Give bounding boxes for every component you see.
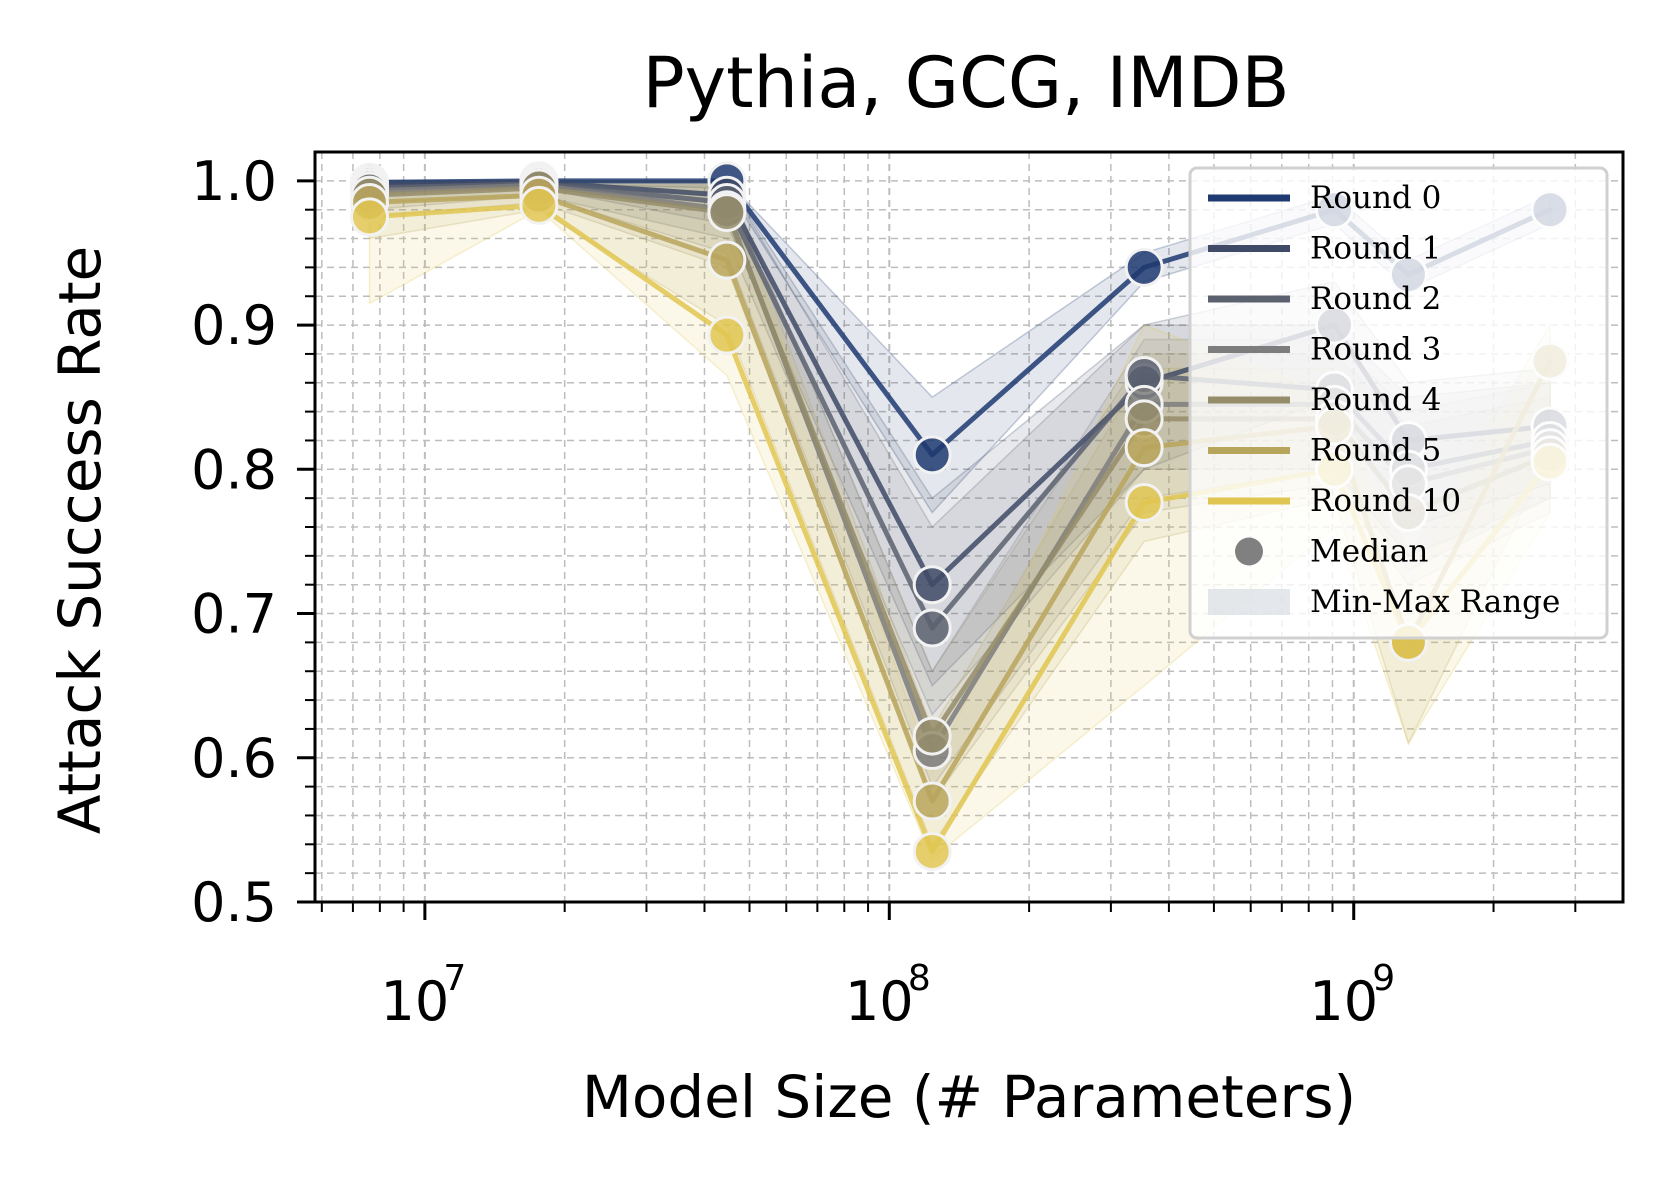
median-point-round-4 — [707, 193, 747, 233]
x-tick-base: 10 — [845, 970, 914, 1033]
median-point-round-2 — [912, 608, 952, 648]
y-tick-label: 0.8 — [191, 438, 277, 501]
y-tick-label: 0.5 — [191, 871, 277, 934]
median-point-round-5 — [707, 240, 747, 280]
median-point-round-6 — [350, 197, 390, 237]
y-tick-label: 1.0 — [191, 150, 277, 213]
median-point-round-0 — [1124, 247, 1164, 287]
x-axis: 107 108 109 — [320, 902, 1577, 1033]
median-point-round-4 — [912, 716, 952, 756]
legend-label: Round 3 — [1310, 332, 1441, 368]
legend: Round 0 Round 1 Round 2 Round 3 Round 4 Round… — [1188, 166, 1609, 640]
median-point-round-6 — [912, 832, 952, 872]
legend-label: Round 2 — [1310, 281, 1441, 317]
x-tick-label: 107 — [381, 958, 467, 1033]
median-point-round-5 — [1124, 428, 1164, 468]
x-tick-base: 10 — [1309, 970, 1378, 1033]
legend-label: Median — [1310, 534, 1428, 570]
y-axis: 0.5 0.6 0.7 0.8 0.9 1.0 — [191, 150, 315, 934]
legend-label: Round 1 — [1310, 231, 1441, 267]
x-tick-exponent: 8 — [908, 958, 931, 999]
legend-box — [1188, 166, 1609, 640]
median-point-round-1 — [912, 565, 952, 605]
median-point-round-6 — [519, 185, 559, 225]
median-point-round-6 — [1124, 482, 1164, 522]
x-axis-label: Model Size (# Parameters) — [582, 1063, 1356, 1131]
x-tick-label: 108 — [845, 958, 931, 1033]
legend-label: Round 0 — [1310, 180, 1441, 216]
legend-swatch-min-max-range — [1208, 589, 1290, 615]
legend-swatch-median — [1235, 537, 1263, 566]
legend-label: Min-Max Range — [1310, 584, 1560, 620]
chart-title: Pythia, GCG, IMDB — [642, 42, 1289, 124]
x-tick-exponent: 7 — [443, 958, 466, 999]
y-axis-label: Attack Success Rate — [46, 246, 114, 835]
x-tick-base: 10 — [381, 970, 450, 1033]
y-tick-label: 0.7 — [191, 583, 277, 646]
legend-label: Round 4 — [1310, 382, 1441, 418]
median-point-round-5 — [912, 781, 952, 821]
y-tick-label: 0.9 — [191, 294, 277, 357]
legend-label: Round 5 — [1310, 433, 1441, 469]
x-tick-label: 109 — [1309, 958, 1395, 1033]
y-tick-label: 0.6 — [191, 727, 277, 790]
x-tick-exponent: 9 — [1372, 958, 1395, 999]
legend-label: Round 10 — [1310, 483, 1461, 519]
median-point-round-0 — [912, 435, 952, 475]
median-point-round-6 — [707, 315, 747, 355]
